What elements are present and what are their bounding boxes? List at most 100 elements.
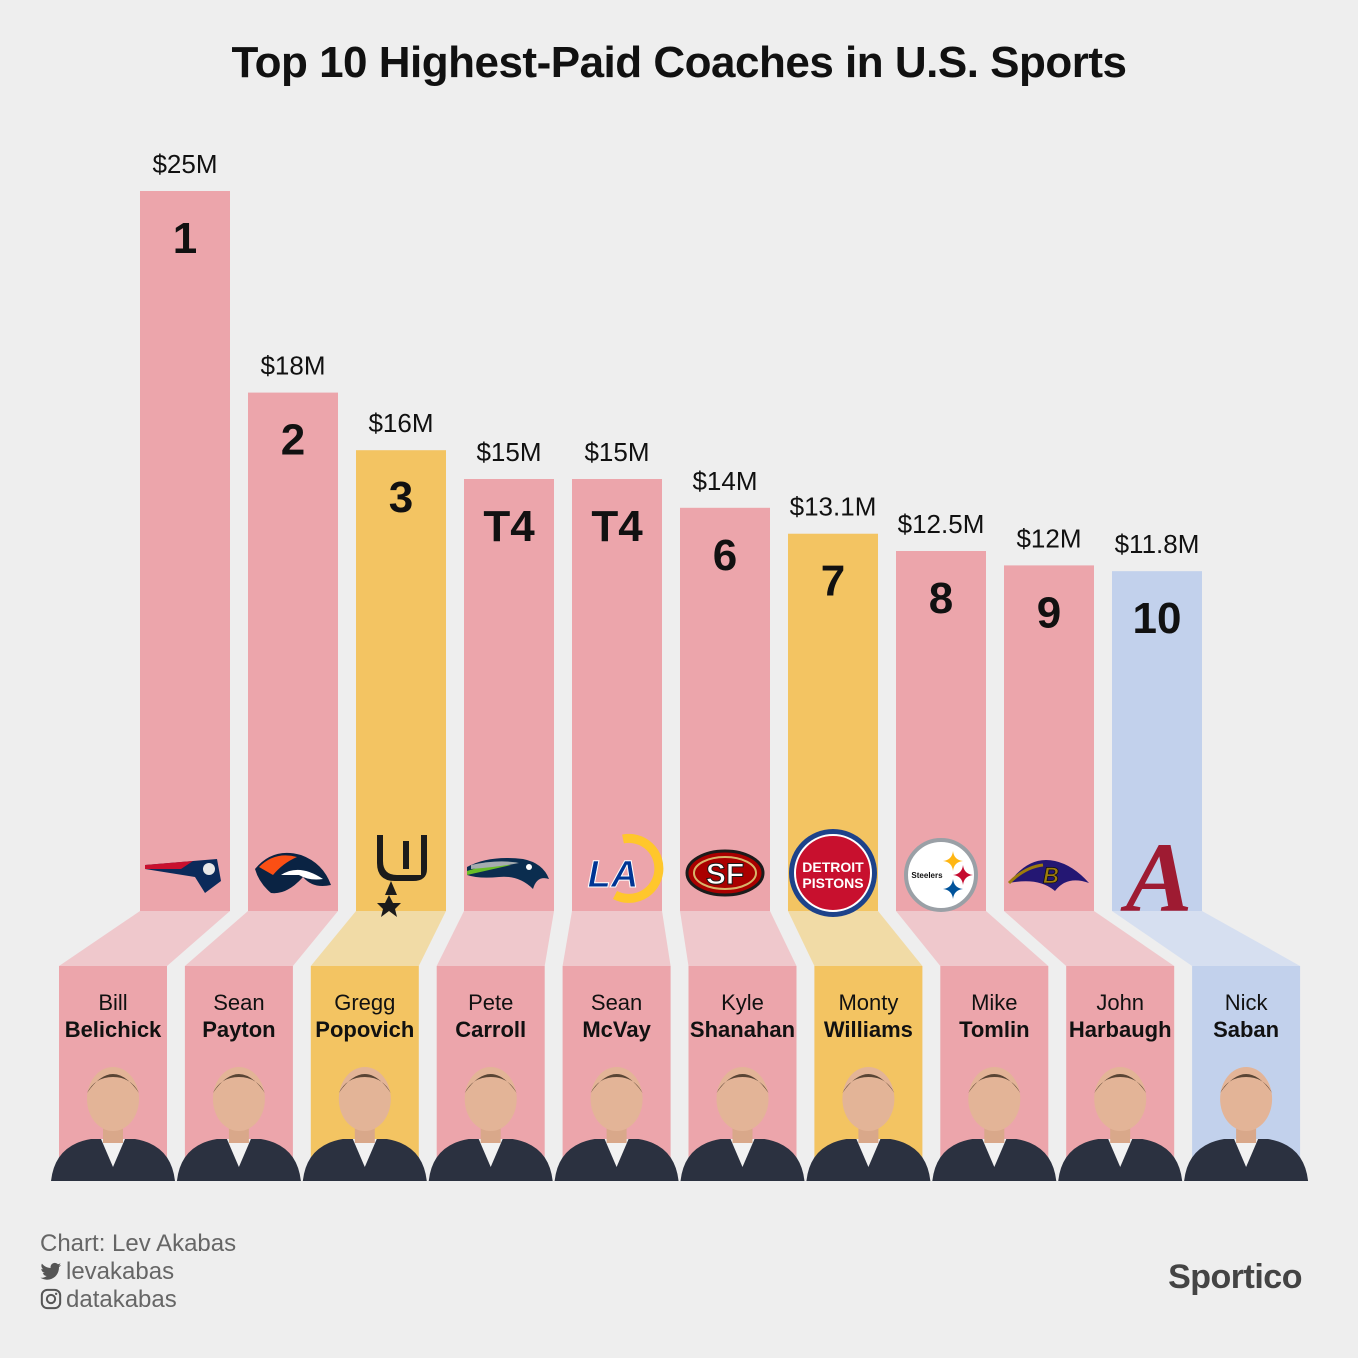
last-name: Harbaugh (1069, 1017, 1172, 1042)
value-label: $16M (368, 408, 433, 438)
broncos-logo-icon (255, 852, 331, 894)
rank-label: 3 (389, 473, 413, 522)
coach-photo (932, 1067, 1057, 1181)
rank-label: 1 (173, 214, 197, 263)
connector (896, 911, 1049, 966)
first-name: Sean (591, 990, 642, 1015)
coach-photo (806, 1067, 931, 1181)
last-name: Williams (824, 1017, 913, 1042)
seahawks-logo-icon (467, 858, 549, 889)
coach-photo (1184, 1067, 1309, 1181)
chart-title: Top 10 Highest-Paid Coaches in U.S. Spor… (231, 38, 1127, 87)
svg-text:LA: LA (588, 854, 639, 896)
value-label: $12M (1016, 523, 1081, 553)
value-label: $12.5M (898, 509, 985, 539)
svg-text:A: A (1120, 822, 1193, 933)
coach-photo (1058, 1067, 1183, 1181)
first-name: Kyle (721, 990, 764, 1015)
rank-label: 10 (1133, 594, 1182, 643)
rank-label: T4 (483, 502, 535, 551)
twitter-icon (40, 1262, 62, 1280)
instagram-credit: datakabas (40, 1286, 177, 1314)
value-label: $25M (152, 149, 217, 179)
twitter-credit: levakabas (40, 1258, 174, 1286)
value-label: $11.8M (1115, 529, 1200, 559)
connector (184, 911, 338, 966)
instagram-handle: datakabas (66, 1286, 177, 1313)
connector (562, 911, 671, 966)
svg-text:Steelers: Steelers (911, 871, 943, 880)
value-label: $18M (260, 351, 325, 381)
connector (1112, 911, 1301, 966)
svg-text:DETROIT: DETROIT (802, 859, 864, 875)
alabama-logo-icon: A (1120, 822, 1193, 933)
coach-photo (428, 1067, 553, 1181)
last-name: Belichick (65, 1017, 162, 1042)
bar (1112, 571, 1202, 911)
first-name: Sean (213, 990, 264, 1015)
value-label: $14M (692, 466, 757, 496)
first-name: Pete (468, 990, 513, 1015)
49ers-logo-icon: SF (685, 849, 765, 897)
bar (680, 507, 770, 911)
connector (436, 911, 554, 966)
coach-photo (680, 1067, 805, 1181)
bar (1004, 565, 1094, 911)
rank-label: 2 (281, 416, 305, 465)
first-name: Nick (1225, 990, 1269, 1015)
first-name: Monty (838, 990, 898, 1015)
rank-label: 9 (1037, 588, 1061, 637)
last-name: Popovich (315, 1017, 414, 1042)
ravens-logo-icon: B (1007, 859, 1089, 891)
coach-photo (176, 1067, 301, 1181)
bar (248, 392, 338, 912)
coach-photo (302, 1067, 427, 1181)
svg-text:PISTONS: PISTONS (802, 875, 863, 891)
coach-photo (554, 1067, 679, 1181)
connector (1004, 911, 1175, 966)
bar (572, 479, 662, 911)
connector (310, 911, 446, 966)
chart-credit: Chart: Lev Akabas (40, 1230, 237, 1257)
connector (59, 911, 230, 966)
connector (788, 911, 923, 966)
bar (140, 191, 230, 911)
last-name: McVay (582, 1017, 651, 1042)
last-name: Payton (202, 1017, 275, 1042)
rank-label: T4 (591, 502, 643, 551)
first-name: John (1096, 990, 1144, 1015)
first-name: Gregg (334, 990, 395, 1015)
first-name: Bill (98, 990, 127, 1015)
rank-label: 6 (713, 531, 737, 580)
last-name: Saban (1213, 1017, 1279, 1042)
svg-text:SF: SF (706, 858, 744, 891)
patriots-logo-icon (145, 859, 221, 893)
coach-photo (51, 1067, 175, 1181)
instagram-icon (40, 1288, 62, 1310)
sportico-logo: Sportico (1168, 1258, 1302, 1296)
rank-label: 8 (929, 574, 953, 623)
value-label: $15M (476, 437, 541, 467)
value-label: $15M (584, 437, 649, 467)
last-name: Carroll (455, 1017, 526, 1042)
steelers-logo-icon: Steelers (904, 838, 978, 912)
last-name: Tomlin (959, 1017, 1029, 1042)
rams-logo-icon: LA (587, 833, 664, 903)
bar (356, 450, 446, 911)
rank-label: 7 (821, 557, 845, 606)
spurs-logo-icon (377, 835, 427, 917)
svg-text:B: B (1043, 863, 1059, 888)
bar (464, 479, 554, 911)
connector (680, 911, 797, 966)
